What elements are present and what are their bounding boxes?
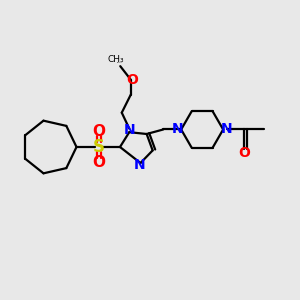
Text: CH₃: CH₃ — [107, 55, 124, 64]
Text: S: S — [93, 138, 105, 156]
Text: N: N — [171, 122, 183, 136]
Text: N: N — [221, 122, 233, 136]
Text: O: O — [238, 146, 250, 160]
Text: N: N — [134, 158, 146, 172]
Text: methoxy: methoxy — [116, 61, 123, 63]
Text: O: O — [92, 124, 106, 139]
Text: N: N — [124, 123, 136, 137]
Text: O: O — [92, 155, 106, 170]
Text: O: O — [127, 73, 139, 87]
